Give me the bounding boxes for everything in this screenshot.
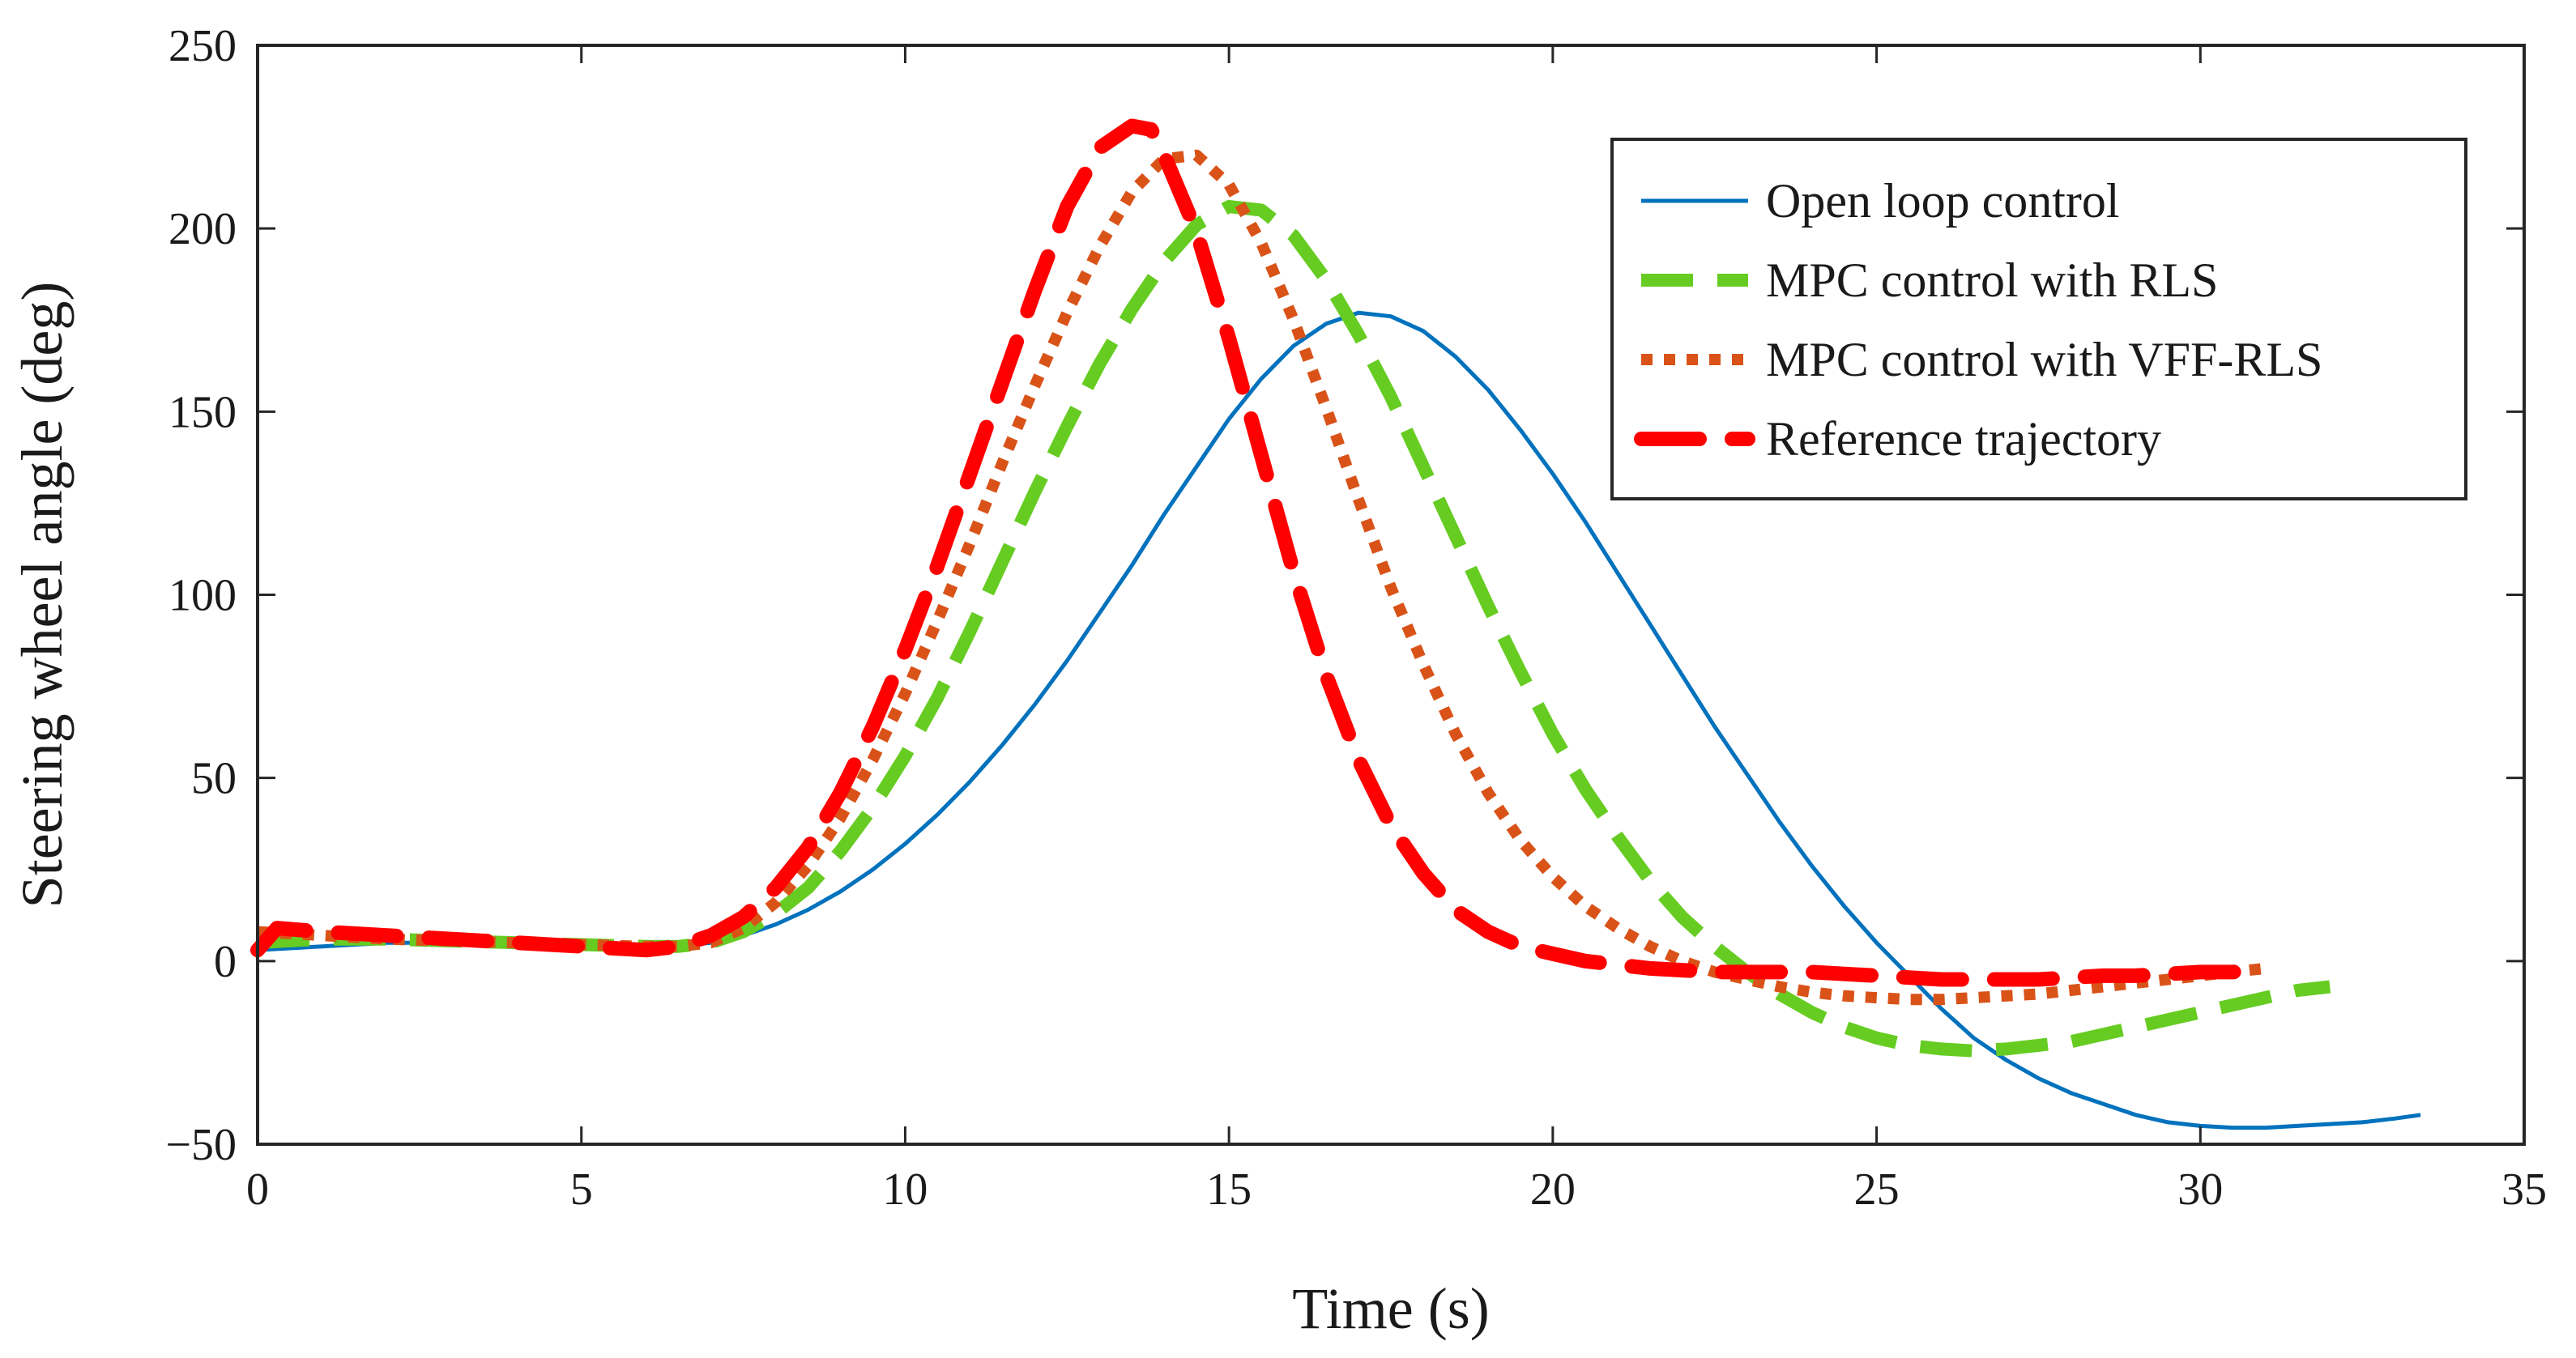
series-line-open-loop-control	[257, 310, 2421, 1130]
legend-label: Open loop control	[1766, 174, 2120, 228]
y-tick-label: 250	[168, 21, 237, 71]
series-layer	[250, 118, 2421, 1130]
legend: Open loop control MPC control with RLS MPC…	[1610, 138, 2467, 500]
legend-label: MPC control with VFF-RLS	[1766, 333, 2322, 386]
x-tick-label: 5	[570, 1164, 593, 1215]
series-line-reference-trajectory	[250, 118, 2273, 987]
y-tick-label: 50	[191, 754, 237, 804]
legend-label: MPC control with RLS	[1766, 253, 2218, 307]
y-tick-label: 100	[168, 571, 237, 621]
x-axis-title: Time (s)	[1292, 1276, 1489, 1341]
x-tick-label: 15	[1206, 1164, 1252, 1215]
legend-label: Reference trajectory	[1766, 412, 2161, 466]
x-tick-label: 30	[2177, 1164, 2223, 1215]
x-tick-label: 25	[1854, 1164, 1900, 1215]
x-tick-label: 35	[2501, 1164, 2547, 1215]
y-tick-label: 200	[168, 204, 237, 254]
y-tick-label: 0	[214, 937, 237, 987]
y-axis-title: Steering wheel angle (deg)	[10, 282, 75, 909]
y-tick-label: −50	[165, 1120, 237, 1170]
series-line-mpc-control-with-vff-rls	[257, 149, 2266, 1006]
x-tick-label: 10	[882, 1164, 928, 1215]
x-tick-label: 0	[246, 1164, 269, 1215]
series-line-mpc-control-with-rls	[257, 200, 2331, 1058]
x-tick-label: 20	[1530, 1164, 1576, 1215]
y-tick-label: 150	[168, 387, 237, 437]
